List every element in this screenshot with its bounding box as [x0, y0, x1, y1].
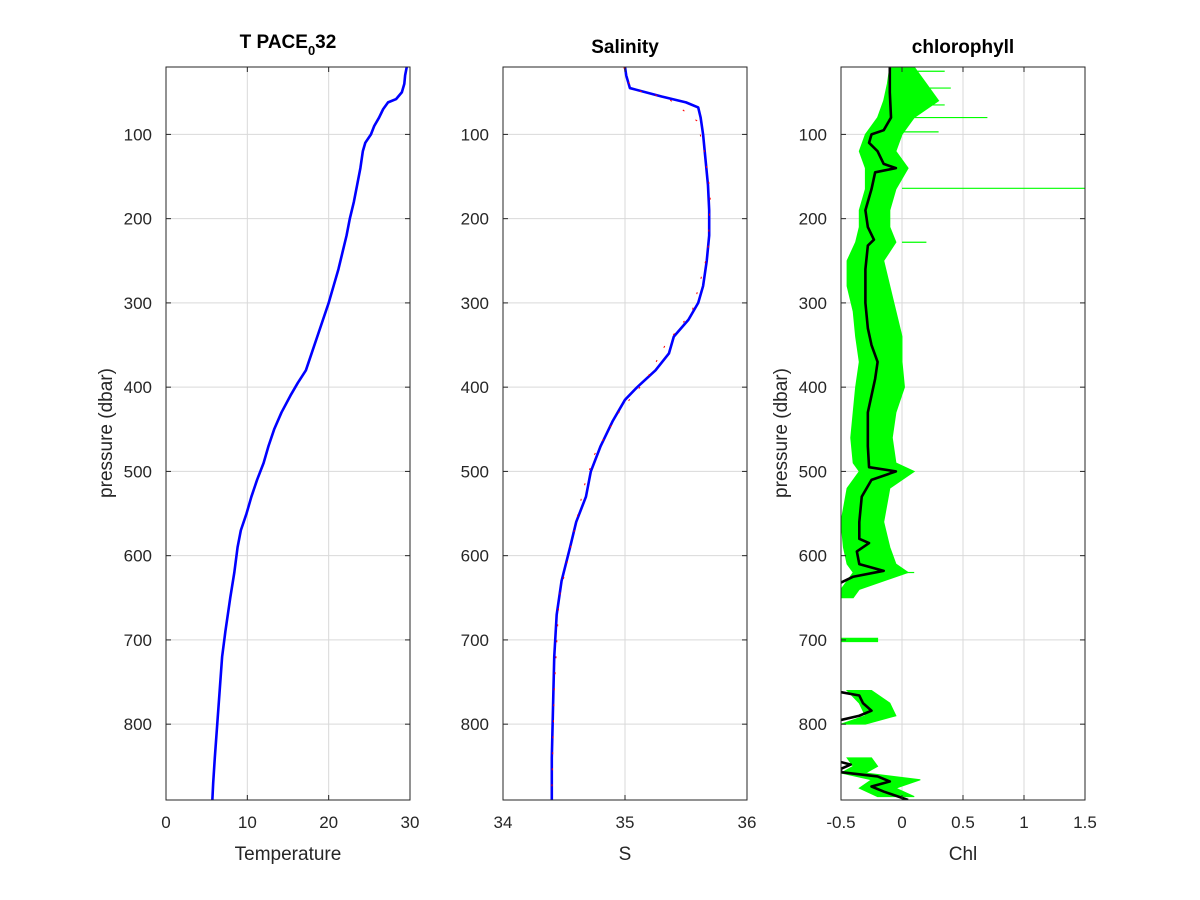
chlorophyll-xtick-label: 0.5: [951, 813, 975, 832]
salinity-ytick-label: 800: [461, 715, 489, 734]
salinity-xtick-label: 34: [494, 813, 513, 832]
chlorophyll-envelope-band: [841, 67, 940, 599]
temperature-ytick-label: 800: [124, 715, 152, 734]
salinity-xlabel: S: [619, 844, 632, 865]
temperature-title: T PACE032: [240, 32, 337, 58]
temperature-ytick-label: 500: [124, 462, 152, 481]
temperature-axes-box: [165, 66, 411, 801]
temperature-ylabel: pressure (dbar): [96, 368, 117, 498]
chlorophyll-ytick-label: 100: [799, 125, 827, 144]
temperature-series-0: [211, 67, 409, 800]
temperature-ytick-label: 300: [124, 294, 152, 313]
salinity-ytick-label: 700: [461, 631, 489, 650]
chlorophyll-ylabel: pressure (dbar): [771, 368, 792, 498]
chlorophyll-title: chlorophyll: [912, 37, 1014, 58]
chlorophyll-xtick-label: 0: [897, 813, 906, 832]
chlorophyll-series-6: [841, 690, 873, 722]
temperature-xtick-label: 10: [238, 813, 257, 832]
temperature-ytick-label: 100: [124, 125, 152, 144]
chlorophyll-ytick-label: 800: [799, 715, 827, 734]
salinity-ytick-label: 400: [461, 378, 489, 397]
salinity-series-0: [550, 67, 711, 800]
temperature-xtick-label: 20: [319, 813, 338, 832]
salinity-plot-area: [550, 67, 711, 800]
chlorophyll-ytick-label: 500: [799, 462, 827, 481]
chlorophyll-panel: -0.5 0 0.5 1 1.5 100 200 300 400 500 600 700 800 chl…: [771, 37, 1097, 865]
chlorophyll-ytick-label: 600: [799, 547, 827, 566]
chlorophyll-xtick-label: 1: [1019, 813, 1028, 832]
salinity-xtick-label: 36: [738, 813, 757, 832]
temperature-panel: 0 10 20 30 100 200 300 400 500 600 700 800 T PACE03…: [96, 32, 419, 865]
salinity-ytick-label: 300: [461, 294, 489, 313]
temperature-ytick-label: 600: [124, 547, 152, 566]
temperature-xtick-label: 0: [161, 813, 170, 832]
chlorophyll-ytick-label: 400: [799, 378, 827, 397]
salinity-ytick-label: 500: [461, 462, 489, 481]
chlorophyll-ytick-label: 200: [799, 210, 827, 229]
salinity-ytick-label: 600: [461, 547, 489, 566]
temperature-ytick-label: 700: [124, 631, 152, 650]
chlorophyll-plot-area: [841, 67, 1085, 800]
chlorophyll-series-5: [841, 67, 898, 584]
salinity-ytick-label: 200: [461, 210, 489, 229]
temperature-xtick-label: 30: [401, 813, 420, 832]
chlorophyll-xtick-label: 1.5: [1073, 813, 1097, 832]
chlorophyll-xtick-label: -0.5: [826, 813, 855, 832]
chlorophyll-ytick-label: 700: [799, 631, 827, 650]
chlorophyll-envelope-band: [841, 637, 879, 643]
salinity-xtick-label: 35: [616, 813, 635, 832]
chlorophyll-xlabel: Chl: [949, 844, 978, 865]
chlorophyll-ytick-label: 300: [799, 294, 827, 313]
temperature-ytick-label: 200: [124, 210, 152, 229]
temperature-xlabel: Temperature: [235, 844, 342, 865]
salinity-title: Salinity: [591, 37, 659, 58]
salinity-ytick-label: 100: [461, 125, 489, 144]
temperature-plot-area: [211, 67, 409, 800]
temperature-ytick-label: 400: [124, 378, 152, 397]
chlorophyll-series-7: [841, 760, 909, 800]
